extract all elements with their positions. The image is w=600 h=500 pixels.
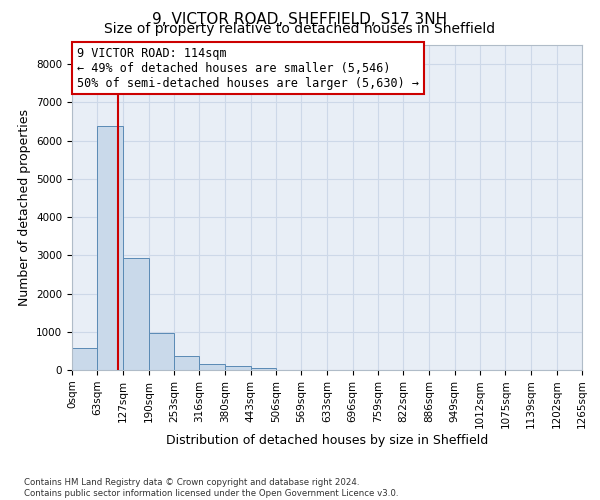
Bar bbox=[97, 126, 123, 370]
Text: 9, VICTOR ROAD, SHEFFIELD, S17 3NH: 9, VICTOR ROAD, SHEFFIELD, S17 3NH bbox=[152, 12, 448, 28]
Text: Contains HM Land Registry data © Crown copyright and database right 2024.
Contai: Contains HM Land Registry data © Crown c… bbox=[24, 478, 398, 498]
Bar bbox=[123, 258, 149, 370]
Bar bbox=[225, 366, 251, 370]
Text: 9 VICTOR ROAD: 114sqm
← 49% of detached houses are smaller (5,546)
50% of semi-d: 9 VICTOR ROAD: 114sqm ← 49% of detached … bbox=[77, 46, 419, 90]
X-axis label: Distribution of detached houses by size in Sheffield: Distribution of detached houses by size … bbox=[166, 434, 488, 447]
Bar bbox=[72, 348, 97, 370]
Y-axis label: Number of detached properties: Number of detached properties bbox=[17, 109, 31, 306]
Bar bbox=[251, 368, 276, 370]
Bar bbox=[199, 364, 225, 370]
Text: Size of property relative to detached houses in Sheffield: Size of property relative to detached ho… bbox=[104, 22, 496, 36]
Bar bbox=[174, 356, 199, 370]
Bar bbox=[149, 332, 174, 370]
